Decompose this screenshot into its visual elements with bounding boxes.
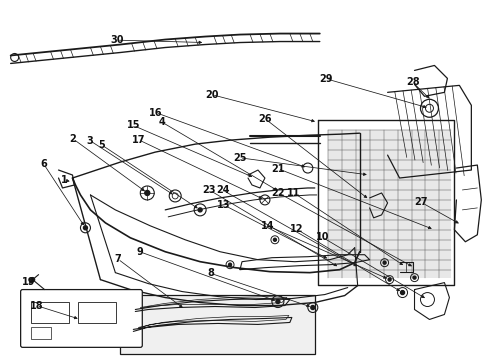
Bar (31, 328, 50, 339)
Text: 14: 14 (261, 221, 274, 231)
Text: 7: 7 (114, 254, 121, 264)
Text: 15: 15 (126, 121, 140, 130)
Circle shape (83, 226, 87, 230)
Text: 4: 4 (158, 117, 164, 127)
Text: 24: 24 (215, 185, 229, 195)
Circle shape (310, 306, 314, 310)
Text: 25: 25 (232, 153, 246, 163)
Bar (78, 302, 116, 323)
Text: 5: 5 (99, 140, 105, 150)
Text: 2: 2 (69, 134, 76, 144)
Text: 22: 22 (270, 188, 284, 198)
Circle shape (144, 190, 149, 195)
Text: 27: 27 (413, 197, 427, 207)
Text: 20: 20 (204, 90, 218, 100)
Text: 10: 10 (315, 232, 328, 242)
Text: 26: 26 (258, 114, 272, 124)
Circle shape (400, 291, 404, 294)
Text: 19: 19 (22, 277, 36, 287)
Text: 28: 28 (405, 77, 419, 87)
Text: 23: 23 (202, 185, 216, 195)
Text: 1: 1 (61, 175, 67, 185)
Circle shape (275, 300, 279, 303)
Circle shape (228, 263, 231, 266)
Text: 11: 11 (286, 188, 300, 198)
Text: 3: 3 (86, 136, 93, 145)
Text: 21: 21 (270, 163, 284, 174)
Circle shape (387, 278, 390, 281)
Bar (327, 130, 450, 278)
Text: 18: 18 (29, 301, 43, 311)
Text: 30: 30 (110, 35, 123, 45)
Circle shape (273, 238, 276, 241)
Text: 12: 12 (290, 225, 303, 234)
Circle shape (382, 261, 386, 264)
Text: 16: 16 (149, 108, 162, 118)
Text: 6: 6 (40, 159, 47, 169)
Bar (120, 294, 314, 354)
Circle shape (198, 208, 202, 212)
Circle shape (412, 276, 415, 279)
FancyBboxPatch shape (20, 289, 142, 347)
Text: 29: 29 (319, 74, 332, 84)
Text: 8: 8 (206, 268, 213, 278)
Circle shape (31, 278, 35, 282)
Text: 13: 13 (217, 200, 230, 210)
Text: 9: 9 (136, 247, 143, 257)
Text: 17: 17 (132, 135, 145, 145)
Bar (31, 302, 68, 323)
